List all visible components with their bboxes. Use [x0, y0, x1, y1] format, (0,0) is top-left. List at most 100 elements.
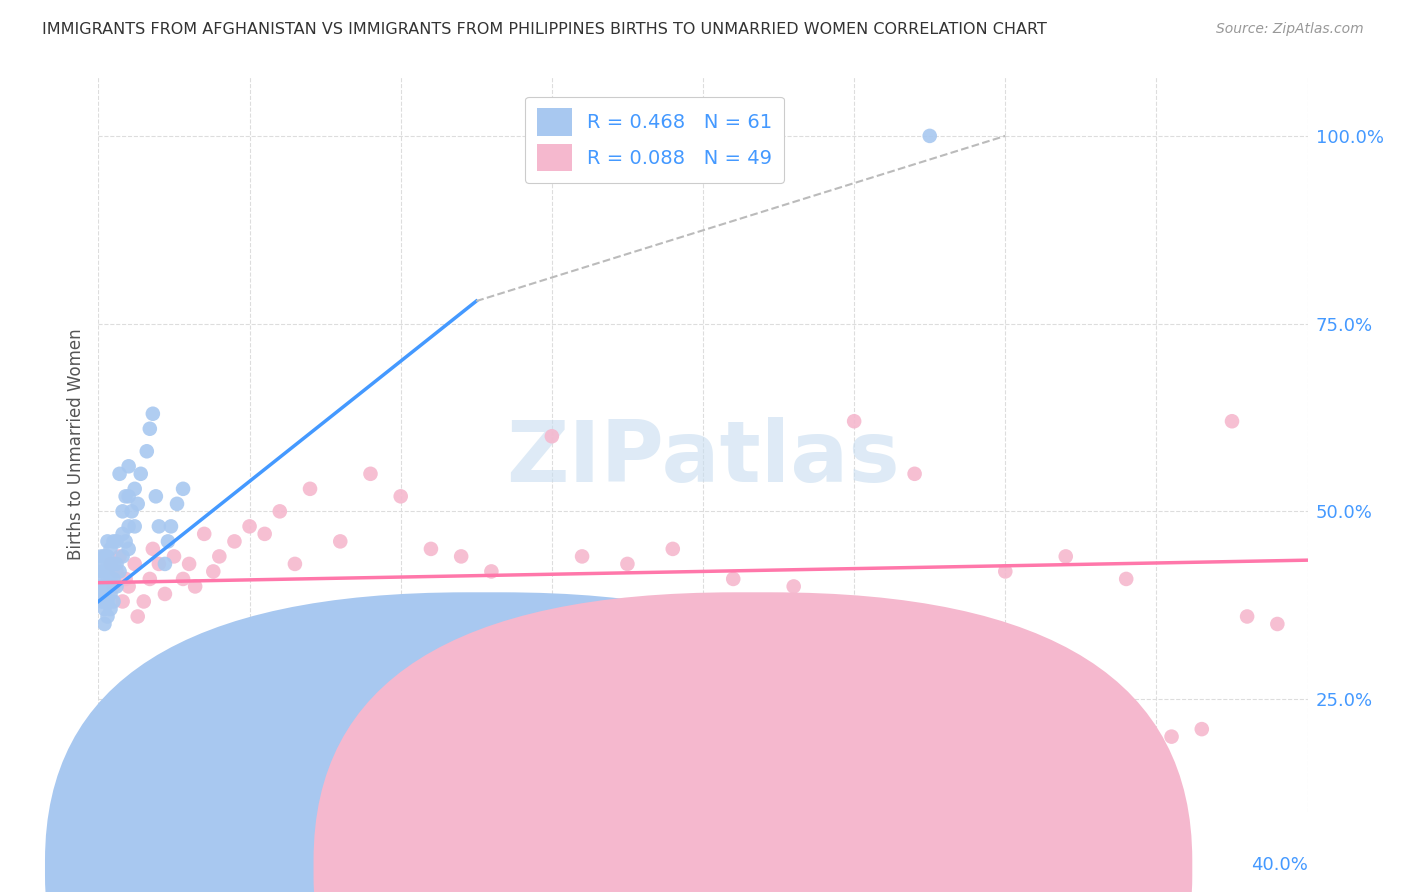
- Point: [172, 572, 194, 586]
- Point: [96, 565, 118, 579]
- Point: [103, 579, 125, 593]
- Point: [1191, 722, 1213, 736]
- Text: ZIPatlas: ZIPatlas: [506, 417, 900, 500]
- Point: [142, 541, 165, 556]
- Point: [90, 549, 112, 564]
- Point: [96, 534, 118, 549]
- Point: [139, 572, 162, 586]
- Point: [93, 587, 115, 601]
- Point: [166, 497, 188, 511]
- Point: [111, 594, 134, 608]
- Point: [114, 534, 136, 549]
- Point: [172, 482, 194, 496]
- Point: [90, 594, 112, 608]
- Point: [103, 557, 125, 571]
- Point: [90, 565, 112, 579]
- Point: [90, 587, 112, 601]
- Point: [90, 572, 112, 586]
- Point: [153, 587, 176, 601]
- Point: [918, 128, 941, 143]
- Point: [299, 482, 322, 496]
- Point: [124, 557, 146, 571]
- Point: [127, 609, 149, 624]
- Point: [184, 579, 207, 593]
- Point: [103, 534, 125, 549]
- Point: [208, 549, 231, 564]
- Point: [661, 541, 683, 556]
- Point: [96, 579, 118, 593]
- Point: [148, 519, 170, 533]
- Point: [224, 534, 246, 549]
- Point: [284, 557, 307, 571]
- Point: [179, 707, 201, 722]
- Point: [121, 504, 143, 518]
- Point: [118, 541, 141, 556]
- Point: [269, 504, 291, 518]
- Point: [571, 549, 593, 564]
- Point: [90, 579, 112, 593]
- Point: [1160, 730, 1182, 744]
- Point: [1054, 549, 1077, 564]
- Point: [93, 617, 115, 632]
- Legend: R = 0.468   N = 61, R = 0.088   N = 49: R = 0.468 N = 61, R = 0.088 N = 49: [524, 96, 785, 183]
- Point: [450, 549, 472, 564]
- Point: [163, 549, 186, 564]
- Point: [1236, 609, 1258, 624]
- Point: [93, 579, 115, 593]
- Point: [96, 594, 118, 608]
- Point: [93, 602, 115, 616]
- Point: [100, 587, 122, 601]
- Point: [904, 467, 927, 481]
- Point: [105, 565, 128, 579]
- Point: [389, 489, 412, 503]
- Point: [96, 549, 118, 564]
- Point: [105, 579, 128, 593]
- Point: [103, 572, 125, 586]
- Point: [100, 557, 122, 571]
- Point: [616, 557, 638, 571]
- Point: [239, 519, 262, 533]
- Point: [540, 429, 562, 443]
- Point: [202, 565, 225, 579]
- Point: [108, 565, 131, 579]
- Point: [420, 541, 443, 556]
- Point: [124, 519, 146, 533]
- Point: [124, 482, 146, 496]
- Point: [127, 497, 149, 511]
- Point: [129, 467, 152, 481]
- Point: [193, 527, 215, 541]
- Point: [1267, 617, 1289, 632]
- Point: [329, 534, 352, 549]
- Text: IMMIGRANTS FROM AFGHANISTAN VS IMMIGRANTS FROM PHILIPPINES BIRTHS TO UNMARRIED W: IMMIGRANTS FROM AFGHANISTAN VS IMMIGRANT…: [42, 22, 1047, 37]
- Point: [723, 572, 745, 586]
- Point: [145, 489, 167, 503]
- Point: [105, 534, 128, 549]
- Point: [93, 594, 115, 608]
- Point: [148, 557, 170, 571]
- Point: [114, 489, 136, 503]
- Point: [118, 459, 141, 474]
- Point: [142, 407, 165, 421]
- Point: [105, 557, 128, 571]
- Point: [360, 467, 382, 481]
- Point: [108, 549, 131, 564]
- Point: [96, 609, 118, 624]
- Point: [132, 594, 155, 608]
- Point: [132, 759, 155, 773]
- Point: [844, 414, 866, 428]
- Point: [135, 444, 157, 458]
- Text: Immigrants from Philippines: Immigrants from Philippines: [780, 860, 995, 874]
- Point: [1220, 414, 1243, 428]
- Point: [100, 602, 122, 616]
- Y-axis label: Births to Unmarried Women: Births to Unmarried Women: [66, 328, 84, 559]
- Point: [139, 422, 162, 436]
- Point: [994, 565, 1017, 579]
- Point: [100, 572, 122, 586]
- Text: 40.0%: 40.0%: [1251, 856, 1308, 874]
- Point: [160, 519, 183, 533]
- Point: [114, 572, 136, 586]
- Point: [118, 519, 141, 533]
- Point: [100, 557, 122, 571]
- Point: [93, 549, 115, 564]
- Point: [111, 549, 134, 564]
